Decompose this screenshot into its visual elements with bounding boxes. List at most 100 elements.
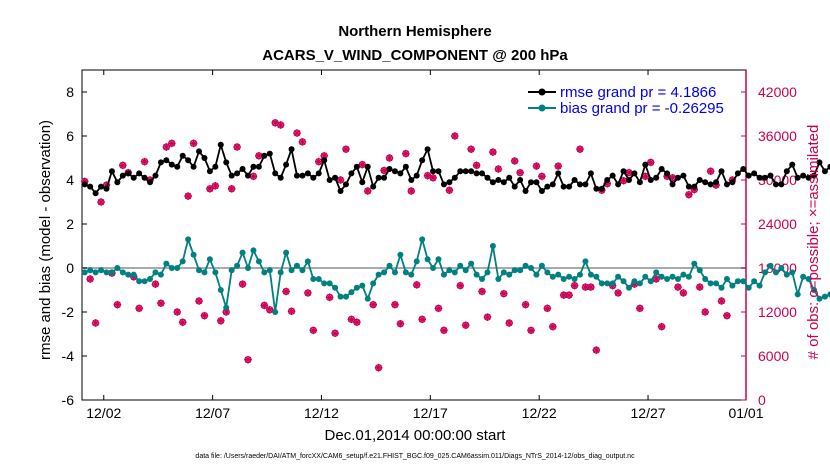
bias-point: [413, 258, 420, 265]
obs-assimilated-marker: [244, 355, 252, 364]
x-tick-label: 12/12: [304, 405, 339, 421]
obs-assimilated-stroke: [370, 301, 377, 308]
obs-assimilated-stroke: [206, 185, 214, 192]
obs-assimilated-marker: [451, 132, 459, 140]
y2-tick-label: 36000: [758, 128, 797, 144]
obs-assimilated-stroke: [560, 292, 567, 299]
bias-point: [751, 278, 758, 285]
bias-point: [321, 280, 328, 287]
obs-assimilated-marker: [260, 301, 269, 310]
rmse-point: [756, 174, 763, 181]
obs-assimilated-marker: [396, 319, 405, 328]
rmse-point: [604, 177, 611, 183]
bias-point: [136, 278, 143, 285]
bias-point: [506, 271, 513, 278]
obs-assimilated-marker: [309, 326, 318, 335]
rmse-point: [489, 179, 496, 186]
obs-assimilated-marker: [652, 275, 660, 283]
obs-assimilated-stroke: [549, 323, 556, 330]
obs-assimilated-marker: [233, 143, 241, 151]
obs-assimilated-stroke: [282, 288, 290, 295]
obs-assimilated-marker: [717, 297, 726, 305]
obs-assimilated-stroke: [266, 306, 273, 313]
rmse-point: [647, 177, 654, 183]
rmse-point: [685, 183, 692, 190]
obs-assimilated-stroke: [277, 121, 284, 129]
y-tick-label: 0: [66, 260, 74, 276]
bias-point: [522, 262, 529, 269]
rmse-point: [794, 174, 801, 181]
bias-point: [609, 280, 616, 287]
y-tick-label: 4: [66, 172, 74, 188]
obs-assimilated-marker: [151, 280, 160, 288]
obs-assimilated-stroke: [478, 288, 486, 295]
obs-assimilated-stroke: [495, 165, 502, 173]
obs-assimilated-stroke: [593, 347, 600, 354]
obs-assimilated-stroke: [228, 185, 235, 192]
bias-point: [234, 262, 241, 269]
bias-point: [707, 280, 714, 287]
rmse-point: [397, 170, 404, 177]
bias-point: [87, 267, 94, 274]
rmse-point: [511, 183, 518, 190]
bias-point: [560, 276, 567, 282]
obs-assimilated-marker: [331, 329, 339, 338]
bias-point: [538, 262, 545, 269]
rmse-point: [141, 174, 148, 181]
obs-assimilated-marker: [723, 311, 731, 320]
rmse-point: [783, 168, 790, 175]
obs-assimilated-marker: [685, 190, 693, 199]
rmse-point: [190, 163, 197, 170]
obs-assimilated-marker: [380, 166, 388, 175]
obs-assimilated-stroke: [685, 191, 692, 198]
rmse-point: [228, 172, 235, 179]
bias-point: [212, 269, 219, 276]
obs-assimilated-stroke: [484, 314, 491, 321]
obs-assimilated-stroke: [212, 182, 219, 189]
rmse-point: [827, 163, 830, 170]
obs-assimilated-stroke: [636, 305, 643, 312]
bias-point: [217, 287, 224, 293]
obs-assimilated-stroke: [272, 119, 279, 126]
obs-assimilated-stroke: [364, 187, 371, 195]
x-tick-label: 12/02: [86, 405, 121, 421]
obs-assimilated-stroke: [489, 149, 497, 156]
obs-assimilated-stroke: [223, 308, 230, 316]
rmse-point: [152, 172, 159, 179]
x-tick-label: 01/01: [728, 405, 763, 421]
obs-assimilated-stroke: [261, 302, 268, 309]
obs-assimilated-stroke: [397, 320, 404, 327]
obs-assimilated-marker: [178, 318, 187, 327]
bias-point: [245, 265, 251, 271]
rmse-point: [179, 152, 186, 159]
obs-assimilated-stroke: [304, 289, 311, 297]
obs-assimilated-marker: [619, 176, 628, 185]
bias-point: [740, 278, 747, 285]
obs-assimilated-stroke: [163, 143, 170, 151]
y-axis-left: -6 -4 -2 0 2 4 6 8: [62, 84, 87, 408]
obs-assimilated-stroke: [625, 169, 633, 176]
y2-tick-label: 24000: [758, 216, 797, 232]
x-tick-label: 12/22: [522, 405, 557, 421]
obs-assimilated-marker: [429, 174, 437, 182]
rmse-point: [419, 157, 426, 164]
obs-assimilated-stroke: [168, 140, 175, 147]
obs-assimilated-marker: [353, 318, 361, 327]
obs-assimilated-marker: [516, 168, 524, 177]
obs-assimilated-marker: [461, 321, 470, 329]
rmse-point: [359, 179, 366, 186]
rmse-point: [767, 172, 774, 179]
rmse-point: [212, 163, 219, 170]
bias-point: [631, 278, 638, 285]
y-tick-label: -4: [62, 348, 75, 364]
obs-assimilated-marker: [385, 154, 394, 162]
obs-assimilated-stroke: [468, 146, 475, 153]
rmse-point: [272, 170, 279, 177]
obs-assimilated-marker: [587, 283, 595, 291]
bias-point: [468, 260, 475, 267]
obs-assimilated-marker: [276, 121, 285, 129]
obs-assimilated-stroke: [408, 187, 415, 195]
bias-point: [255, 258, 262, 265]
obs-assimilated-stroke: [359, 161, 366, 168]
